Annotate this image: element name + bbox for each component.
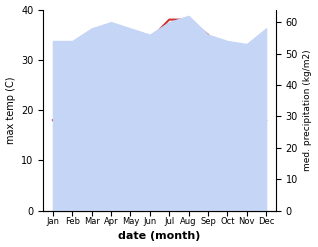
Y-axis label: med. precipitation (kg/m2): med. precipitation (kg/m2) (303, 49, 313, 171)
X-axis label: date (month): date (month) (118, 231, 201, 242)
Y-axis label: max temp (C): max temp (C) (5, 76, 16, 144)
